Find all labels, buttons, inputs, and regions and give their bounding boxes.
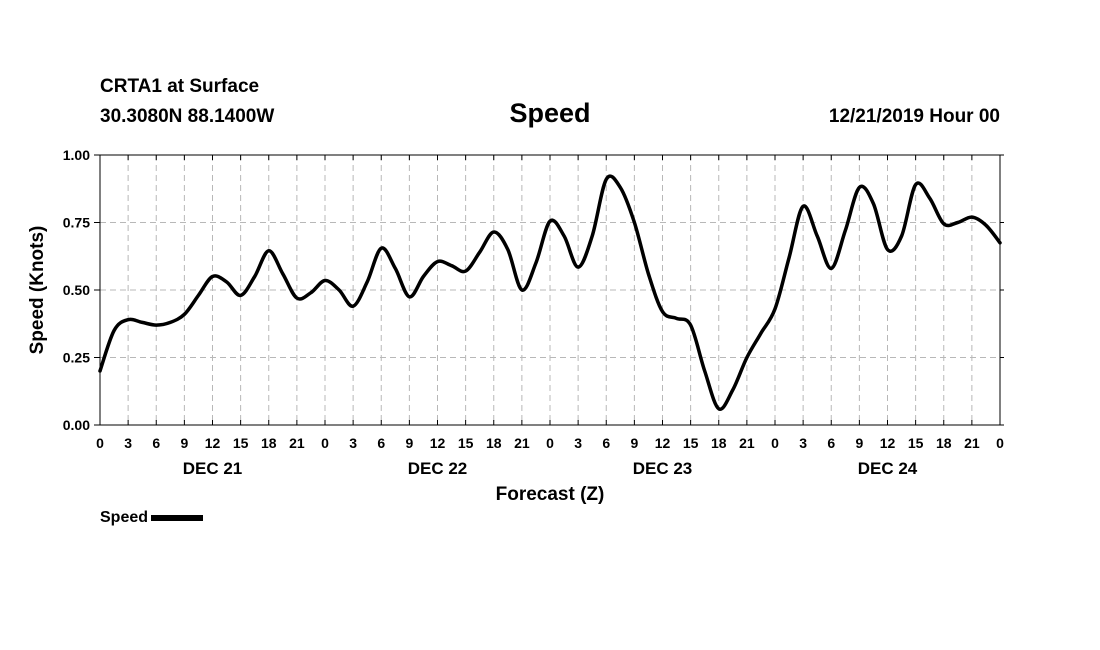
x-tick-label: 6 bbox=[602, 435, 610, 451]
day-label: DEC 22 bbox=[408, 459, 468, 478]
x-tick-label: 0 bbox=[996, 435, 1004, 451]
x-tick-label: 6 bbox=[152, 435, 160, 451]
y-tick-label: 0.50 bbox=[63, 282, 90, 298]
x-tick-label: 12 bbox=[655, 435, 671, 451]
series-line-speed bbox=[98, 174, 1002, 411]
station-name: CRTA1 at Surface bbox=[100, 76, 260, 97]
x-tick-label: 18 bbox=[936, 435, 952, 451]
x-tick-label: 3 bbox=[349, 435, 357, 451]
axes: 0 3 6 9 12 15 18 21 0 3 6 9 12 15 18 21 0 3 6 9 12 15 18 21 0 3 6 9… bbox=[63, 147, 1004, 478]
x-tick-label: 0 bbox=[321, 435, 329, 451]
x-tick-label: 6 bbox=[377, 435, 385, 451]
x-axis-label: Forecast (Z) bbox=[496, 484, 605, 505]
x-tick-label: 15 bbox=[908, 435, 924, 451]
chart-title: Speed bbox=[509, 98, 591, 128]
plot-frame bbox=[99, 154, 1001, 426]
x-tick-label: 12 bbox=[880, 435, 896, 451]
x-tick-label: 21 bbox=[514, 435, 530, 451]
x-tick-label: 18 bbox=[711, 435, 727, 451]
x-tick-label: 6 bbox=[827, 435, 835, 451]
x-tick-label: 0 bbox=[96, 435, 104, 451]
x-tick-label: 0 bbox=[546, 435, 554, 451]
y-tick-label: 1.00 bbox=[63, 147, 90, 163]
day-label: DEC 24 bbox=[858, 459, 918, 478]
legend-swatch bbox=[151, 515, 204, 521]
series-layer bbox=[98, 174, 1002, 411]
x-tick-label: 0 bbox=[771, 435, 779, 451]
x-tick-label: 15 bbox=[233, 435, 249, 451]
x-tick-label: 9 bbox=[630, 435, 638, 451]
x-tick-label: 15 bbox=[458, 435, 474, 451]
legend: Speed bbox=[100, 509, 204, 527]
x-tick-label: 9 bbox=[855, 435, 863, 451]
x-tick-label: 9 bbox=[180, 435, 188, 451]
grid-lines bbox=[100, 155, 1000, 425]
y-tick-label: 0.25 bbox=[63, 350, 90, 366]
forecast-datetime: 12/21/2019 Hour 00 bbox=[828, 106, 1000, 127]
x-tick-label: 21 bbox=[964, 435, 980, 451]
y-tick-label: 0.75 bbox=[63, 215, 90, 231]
x-tick-label: 12 bbox=[205, 435, 221, 451]
x-tick-label: 21 bbox=[289, 435, 305, 451]
x-tick-label: 3 bbox=[799, 435, 807, 451]
station-coordinates: 30.3080N 88.1400W bbox=[100, 106, 275, 127]
x-tick-label: 15 bbox=[683, 435, 699, 451]
x-tick-label: 18 bbox=[486, 435, 502, 451]
day-label: DEC 23 bbox=[633, 459, 693, 478]
y-axis-label: Speed (Knots) bbox=[27, 226, 48, 355]
y-tick-label: 0.00 bbox=[63, 417, 90, 433]
x-tick-label: 9 bbox=[405, 435, 413, 451]
x-tick-label: 12 bbox=[430, 435, 446, 451]
x-tick-label: 3 bbox=[574, 435, 582, 451]
day-label: DEC 21 bbox=[183, 459, 243, 478]
x-tick-label: 3 bbox=[124, 435, 132, 451]
x-tick-label: 21 bbox=[739, 435, 755, 451]
x-tick-label: 18 bbox=[261, 435, 277, 451]
legend-label: Speed bbox=[100, 509, 149, 526]
